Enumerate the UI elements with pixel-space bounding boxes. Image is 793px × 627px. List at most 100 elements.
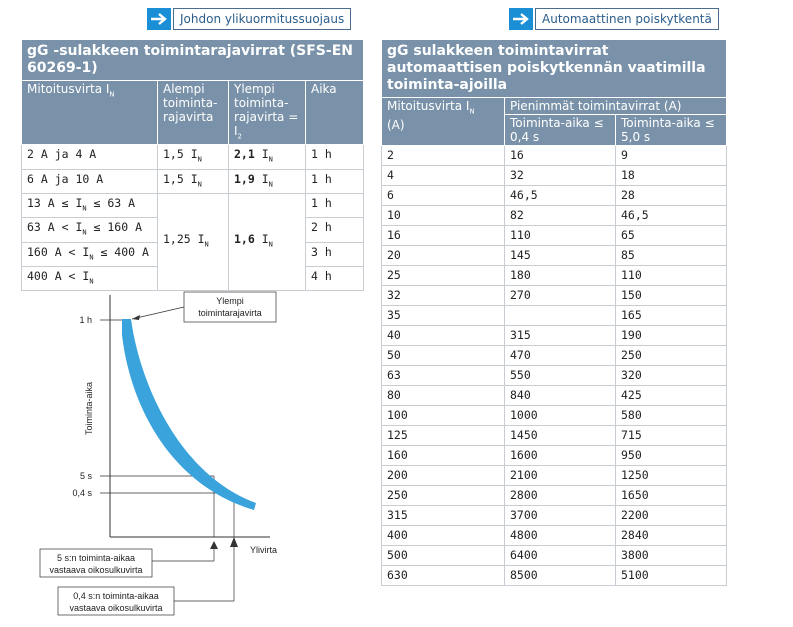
cell-04s: 180 bbox=[504, 265, 616, 286]
tick-5s: 5 s bbox=[80, 471, 93, 481]
cell-5s: 18 bbox=[615, 165, 727, 186]
callout-5s-text: 5 s:n toiminta-aikaa bbox=[57, 553, 135, 563]
table-row: 10 82 46,5 bbox=[381, 205, 727, 226]
cell-rating: 100 bbox=[381, 405, 505, 426]
cell-04s: 3700 bbox=[504, 505, 616, 526]
cell-rating: 500 bbox=[381, 545, 505, 566]
operating-band bbox=[122, 319, 256, 510]
table-row: 2 A ja 4 A 1,5 IN 2,1 IN 1 h bbox=[21, 144, 364, 170]
table-row: 16 110 65 bbox=[381, 225, 727, 246]
cell-rating: 125 bbox=[381, 425, 505, 446]
cell-5s: 46,5 bbox=[615, 205, 727, 226]
header-time: Aika bbox=[305, 79, 364, 146]
cell-5s: 580 bbox=[615, 405, 727, 426]
table-row: 400 A < IN 4 h bbox=[21, 266, 364, 292]
cell-rating: 40 bbox=[381, 325, 505, 346]
cell-5s: 110 bbox=[615, 265, 727, 286]
cell-rating: 32 bbox=[381, 285, 505, 306]
link-label[interactable]: Johdon ylikuormitussuojaus bbox=[173, 8, 352, 30]
cell-5s: 425 bbox=[615, 385, 727, 406]
callout-5s-box bbox=[39, 548, 153, 578]
cell-rating: 2 bbox=[381, 145, 505, 166]
table-row: 6 A ja 10 A 1,5 IN 1,9 IN 1 h bbox=[21, 169, 364, 194]
cell-5s: 2200 bbox=[615, 505, 727, 526]
cell-rating: 20 bbox=[381, 245, 505, 266]
table-row: 20 145 85 bbox=[381, 245, 727, 266]
fuse-operating-limits-table: gG -sulakkeen toimintarajavirrat (SFS-EN… bbox=[21, 39, 364, 292]
table-row: 160 1600 950 bbox=[381, 445, 727, 466]
cell-04s: 32 bbox=[504, 165, 616, 186]
callout-upper-text: toimintarajavirta bbox=[198, 308, 262, 318]
cell-04s: 4800 bbox=[504, 525, 616, 546]
cell-04s: 110 bbox=[504, 225, 616, 246]
table-row: 80 840 425 bbox=[381, 385, 727, 406]
cell-04s: 1450 bbox=[504, 425, 616, 446]
table-row: 630 8500 5100 bbox=[381, 565, 727, 586]
table-row: 315 3700 2200 bbox=[381, 505, 727, 526]
cell-04s: 2100 bbox=[504, 465, 616, 486]
time-current-diagram: 1 h 5 s 0,4 s Toiminta-aika Ylivirta Yle… bbox=[39, 291, 277, 616]
tick-1h: 1 h bbox=[79, 315, 92, 325]
header-rating: Mitoitusvirta IN (A) bbox=[381, 97, 505, 146]
callout-04s-box bbox=[57, 586, 175, 616]
cell-04s: 840 bbox=[504, 385, 616, 406]
cell-rating: 6 bbox=[381, 185, 505, 206]
cell-04s: 1600 bbox=[504, 445, 616, 466]
fuse-operating-currents-table: gG sulakkeen toimintavirrat automaattise… bbox=[381, 39, 727, 586]
table-row: 4 32 18 bbox=[381, 165, 727, 186]
cell-04s: 145 bbox=[504, 245, 616, 266]
table-row: 13 A ≤ IN ≤ 63 A 1,25 IN 1,6 IN 1 h bbox=[21, 193, 364, 292]
arrow-right-icon bbox=[147, 8, 171, 30]
y-axis-label: Toiminta-aika bbox=[84, 382, 94, 435]
cell-rating: 630 bbox=[381, 565, 505, 586]
cell-5s: 950 bbox=[615, 445, 727, 466]
link-automaattinen-poiskytkenta[interactable]: Automaattinen poiskytkentä bbox=[509, 8, 719, 30]
cell-rating: 315 bbox=[381, 505, 505, 526]
cell-5s: 3800 bbox=[615, 545, 727, 566]
cell-04s: 82 bbox=[504, 205, 616, 226]
cell-04s: 2800 bbox=[504, 485, 616, 506]
cell-04s: 8500 bbox=[504, 565, 616, 586]
cell-04s: 470 bbox=[504, 345, 616, 366]
table-row: 500 6400 3800 bbox=[381, 545, 727, 566]
cell-5s: 150 bbox=[615, 285, 727, 306]
cell-04s: 550 bbox=[504, 365, 616, 386]
table-row: 250 2800 1650 bbox=[381, 485, 727, 506]
cell-04s bbox=[504, 305, 616, 326]
callout-04s-text: vastaava oikosulkuvirta bbox=[69, 603, 162, 613]
cell-5s: 65 bbox=[615, 225, 727, 246]
table-title: gG sulakkeen toimintavirrat automaattise… bbox=[381, 39, 727, 98]
table-row: 25 180 110 bbox=[381, 265, 727, 286]
table-row: 35 165 bbox=[381, 305, 727, 326]
cell-5s: 715 bbox=[615, 425, 727, 446]
merged-upper-cell: 1,6 IN bbox=[228, 193, 306, 292]
cell-rating: 16 bbox=[381, 225, 505, 246]
table-row: 63 A < IN ≤ 160 A 2 h bbox=[21, 217, 364, 243]
cell-5s: 1650 bbox=[615, 485, 727, 506]
table-row: 2 16 9 bbox=[381, 145, 727, 166]
cell-04s: 16 bbox=[504, 145, 616, 166]
table-row: 400 4800 2840 bbox=[381, 525, 727, 546]
table-row: 32 270 150 bbox=[381, 285, 727, 306]
cell-5s: 250 bbox=[615, 345, 727, 366]
link-johdon-ylikuormitussuojaus[interactable]: Johdon ylikuormitussuojaus bbox=[147, 8, 352, 30]
arrow-up-icon bbox=[210, 541, 218, 549]
table-row: 40 315 190 bbox=[381, 325, 727, 346]
cell-rating: 35 bbox=[381, 305, 505, 326]
cell-rating: 80 bbox=[381, 385, 505, 406]
link-label[interactable]: Automaattinen poiskytkentä bbox=[535, 8, 719, 30]
table-row: 125 1450 715 bbox=[381, 425, 727, 446]
table-title: gG -sulakkeen toimintarajavirrat (SFS-EN… bbox=[21, 39, 364, 81]
cell-04s: 1000 bbox=[504, 405, 616, 426]
cell-5s: 85 bbox=[615, 245, 727, 266]
callout-upper-text: Ylempi bbox=[216, 296, 244, 306]
cell-5s: 1250 bbox=[615, 465, 727, 486]
x-axis-label: Ylivirta bbox=[250, 545, 277, 555]
cell-5s: 5100 bbox=[615, 565, 727, 586]
cell-rating: 400 bbox=[381, 525, 505, 546]
cell-rating: 63 bbox=[381, 365, 505, 386]
table-row: 6 46,5 28 bbox=[381, 185, 727, 206]
header-5s: Toiminta-aika ≤ 5,0 s bbox=[615, 114, 727, 146]
cell-04s: 315 bbox=[504, 325, 616, 346]
table-row: 50 470 250 bbox=[381, 345, 727, 366]
